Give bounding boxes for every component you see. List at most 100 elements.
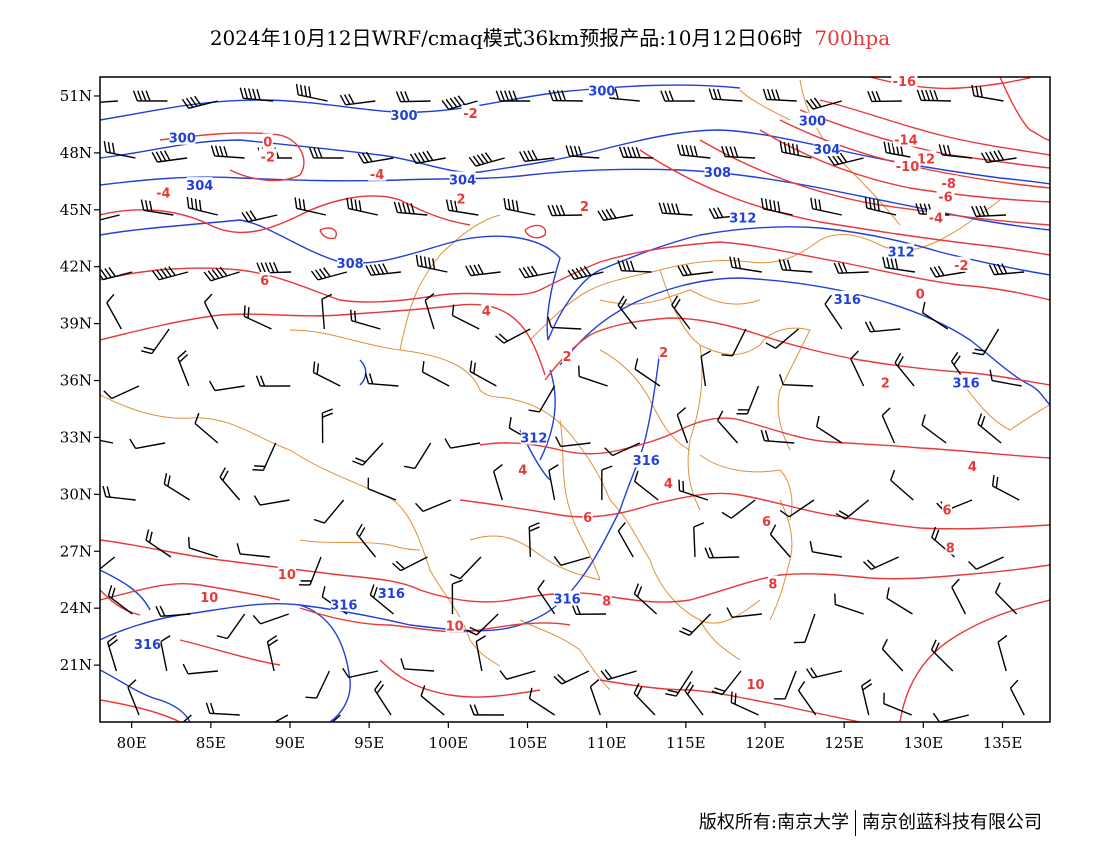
lat-tick-label: 33N xyxy=(60,428,92,446)
temperature-label-bg xyxy=(894,158,921,174)
temperature-label-bg xyxy=(582,509,593,525)
map-title: 2024年10月12日WRF/cmaq模式36km预报产品:10月12日06时 7… xyxy=(0,22,1100,51)
geopotential-label: 312 xyxy=(888,246,915,261)
plot-frame xyxy=(99,76,1051,723)
wind-barb xyxy=(571,603,607,615)
wind-barb xyxy=(778,259,813,273)
wind-barb xyxy=(762,88,797,102)
lat-tick-label: 24N xyxy=(60,599,92,617)
wind-barb xyxy=(519,149,555,163)
wind-barb xyxy=(475,635,486,672)
wind-barb xyxy=(601,465,613,501)
contour-labels: 300 300 300 300 304 304 304 308 308 312 312 316 316 3… xyxy=(134,72,980,693)
temperature-label: 4 xyxy=(482,304,491,319)
temperature-label-bg xyxy=(277,566,296,582)
wind-barb xyxy=(633,470,659,501)
temperature-label-bg xyxy=(601,592,612,608)
wind-barb xyxy=(765,328,799,349)
wind-barb xyxy=(604,442,641,457)
wind-barb xyxy=(565,145,600,159)
wind-barb xyxy=(444,438,481,449)
lon-tick-label: 125E xyxy=(824,734,864,752)
wind-barb xyxy=(395,91,431,103)
geopotential-label-bg xyxy=(729,209,756,225)
temperature-label: 6 xyxy=(762,515,771,530)
temperature-label: 10 xyxy=(278,568,296,583)
wind-barb xyxy=(346,197,379,216)
wind-barb xyxy=(684,681,704,716)
wind-barb xyxy=(392,556,428,572)
geopotential-label-bg xyxy=(633,452,660,468)
geopotential-label-bg xyxy=(953,374,980,390)
wind-barb xyxy=(890,469,914,501)
temperature-label-bg xyxy=(892,131,919,147)
footer-separator xyxy=(855,810,856,836)
longitude-axis: 80E 85E 90E 95E 100E 105E 110E 115E 120E 125E 130E… xyxy=(117,722,1023,752)
wind-barb xyxy=(677,264,713,277)
wind-barb xyxy=(633,583,658,615)
wind-barb xyxy=(867,90,902,103)
temperature-label-bg xyxy=(154,184,173,200)
wind-barb xyxy=(793,613,816,644)
wind-barb xyxy=(466,613,499,636)
geopotential-label: 300 xyxy=(799,115,826,130)
wind-barb xyxy=(339,93,376,106)
wind-barb xyxy=(729,256,762,273)
wind-barb xyxy=(618,146,654,159)
wind-barb xyxy=(774,670,797,700)
geopotential-label-bg xyxy=(834,290,861,306)
lon-tick-label: 135E xyxy=(983,734,1023,752)
lat-tick-label: 36N xyxy=(60,372,92,390)
geopotential-label: 304 xyxy=(813,143,840,158)
geopotential-label: 300 xyxy=(390,109,417,124)
wind-barb xyxy=(106,293,122,330)
wind-barb xyxy=(356,523,377,558)
temperature-label: -2 xyxy=(954,259,968,274)
temperature-label-bg xyxy=(761,512,772,528)
wind-barb xyxy=(129,438,166,450)
temperature-label-bg xyxy=(368,165,387,181)
wind-barb xyxy=(989,369,1022,387)
company-name: 南京创蓝科技有限公司 xyxy=(862,812,1042,833)
wind-barb xyxy=(553,556,590,566)
wind-barb xyxy=(369,584,394,615)
wind-barb xyxy=(617,521,634,558)
lon-tick-label: 95E xyxy=(354,734,384,752)
temperature-label: 4 xyxy=(664,477,673,492)
wind-barb xyxy=(374,680,392,716)
wind-barb xyxy=(103,141,136,159)
temperature-label-bg xyxy=(945,539,956,555)
temperature-label: 4 xyxy=(968,460,977,475)
temperature-label-bg xyxy=(481,302,492,318)
wind-barb xyxy=(930,639,954,672)
footer: 版权所有:南京大学 南京创蓝科技有限公司 xyxy=(699,808,1042,836)
geopotential-label-bg xyxy=(888,243,915,259)
temperature-label-bg xyxy=(258,148,277,164)
wind-barb xyxy=(548,464,559,501)
wind-barb xyxy=(400,658,435,672)
lat-tick-label: 48N xyxy=(60,144,92,162)
wind-barb xyxy=(152,266,189,281)
wind-barb xyxy=(634,358,661,387)
wind-barb xyxy=(342,667,379,679)
wind-barb xyxy=(518,265,555,279)
lon-tick-label: 115E xyxy=(666,734,706,752)
temperature-label-bg xyxy=(658,344,669,360)
wind-barb xyxy=(760,197,793,216)
geopotential-label-bg xyxy=(337,254,364,270)
wind-barb xyxy=(364,372,399,387)
wind-barb xyxy=(331,714,341,722)
wind-barb xyxy=(997,635,1008,672)
temperature-label: 10 xyxy=(446,619,464,634)
wind-barb xyxy=(726,607,762,619)
temperature-label: 0 xyxy=(916,287,925,302)
wind-barb xyxy=(658,202,693,216)
wind-barb xyxy=(239,87,274,102)
geopotential-label: 308 xyxy=(704,166,731,181)
geopotential-label: 300 xyxy=(588,84,615,99)
wind-barb xyxy=(578,365,608,387)
wind-barb xyxy=(182,663,219,675)
temperature-label: 6 xyxy=(583,511,592,526)
temperature-label-bg xyxy=(562,347,573,363)
wind-barb xyxy=(253,714,289,722)
